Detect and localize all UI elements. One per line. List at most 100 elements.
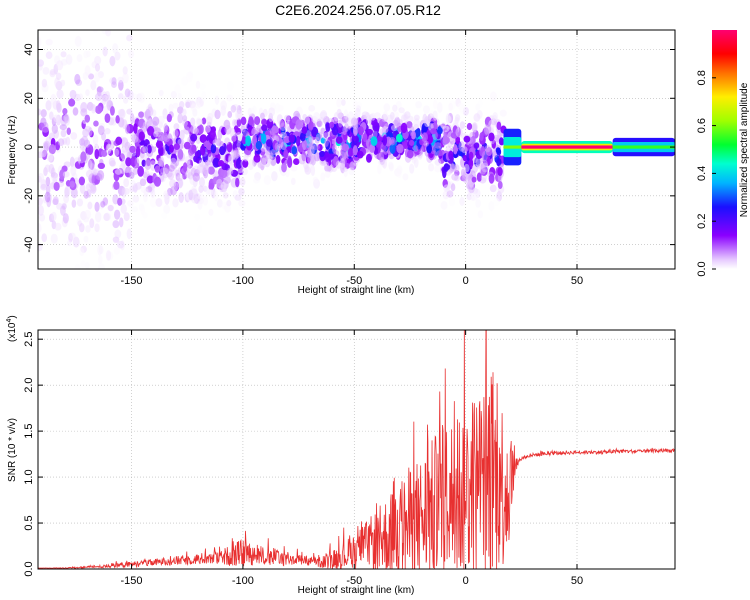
- snr-panel: -150 -100 -50 0 50 0.0 0.5 1.0 1.5 2.0 2.5 Height…: [6, 315, 676, 596]
- spectral-cell: [167, 172, 175, 180]
- spectral-cell: [194, 213, 200, 221]
- spectral-cell: [155, 140, 164, 149]
- spectral-cell: [84, 114, 91, 123]
- spectral-cell: [248, 116, 254, 126]
- spectral-cell: [44, 288, 51, 296]
- svg-text:(x104): (x104): [6, 315, 18, 342]
- spectral-cell: [450, 183, 456, 192]
- spectral-cell: [147, 106, 154, 117]
- spectral-cell: [489, 91, 497, 102]
- spectral-cell: [103, 213, 110, 222]
- y-tick-label: 20: [23, 92, 35, 104]
- spectral-cell: [163, 134, 170, 143]
- spectral-cell: [204, 126, 211, 133]
- spectral-cell: [214, 95, 220, 105]
- spectral-cell: [191, 144, 197, 154]
- spectral-cell: [121, 144, 128, 153]
- spectral-cell: [309, 145, 315, 156]
- spectral-cell: [64, 187, 69, 198]
- spectral-cell: [253, 177, 260, 184]
- spectral-cell: [59, 169, 66, 181]
- spectral-cell: [112, 220, 120, 229]
- spectral-cell: [65, 54, 73, 65]
- y-tick-label: 1.5: [23, 423, 35, 438]
- x-tick-label: 0: [463, 575, 469, 587]
- spectral-cell: [88, 127, 93, 137]
- y-tick-label: 40: [23, 43, 35, 55]
- spectral-cell: [227, 167, 234, 175]
- spectral-cell: [83, 216, 90, 223]
- x-tick-label: 0: [463, 275, 469, 287]
- spectral-cell: [444, 163, 451, 171]
- spectral-cell: [112, 43, 119, 54]
- spectral-cell: [194, 151, 200, 158]
- spectral-cell: [121, 289, 127, 296]
- spectral-cell: [45, 100, 52, 111]
- spectral-cell: [220, 105, 226, 116]
- spectral-cell: [117, 109, 125, 117]
- spectral-cell: [255, 140, 263, 150]
- spectral-cell: [142, 211, 148, 219]
- spectral-cell: [50, 93, 57, 105]
- spectral-cell: [181, 108, 187, 116]
- spectral-cell: [279, 132, 287, 139]
- spectral-cell: [65, 136, 71, 146]
- spectral-cell: [413, 114, 420, 121]
- spectral-cell: [352, 146, 358, 156]
- spectral-cell: [449, 163, 457, 172]
- spectral-cell: [121, 119, 128, 130]
- spectral-cell: [495, 147, 501, 154]
- y-tick-label: 0.5: [23, 515, 35, 530]
- spectral-cell: [197, 124, 204, 135]
- spectral-cell: [172, 198, 179, 208]
- spectral-cell: [155, 197, 163, 207]
- x-tick-label: -50: [346, 275, 362, 287]
- spectral-cell: [132, 93, 138, 100]
- spectral-cell: [234, 194, 242, 201]
- spectral-cell: [68, 232, 76, 240]
- spectral-cell: [430, 128, 437, 135]
- spectral-cell: [245, 135, 252, 147]
- spectral-cell: [117, 197, 123, 206]
- spectral-cell: [361, 111, 369, 118]
- spectral-cell: [40, 109, 47, 118]
- spectral-cell: [377, 164, 382, 175]
- spectral-cell: [212, 139, 218, 146]
- spectral-cell: [158, 156, 165, 168]
- spectral-cell: [79, 247, 85, 257]
- spectral-cell: [295, 119, 303, 130]
- y-tick-label: 2.5: [23, 332, 35, 347]
- spectral-cell: [231, 119, 237, 127]
- spectral-cell: [149, 197, 157, 208]
- spectral-cell: [90, 80, 97, 91]
- spectral-cell: [437, 102, 443, 113]
- x-tick-label: -100: [232, 575, 254, 587]
- spectral-cell: [70, 132, 78, 140]
- spectral-cell: [240, 122, 246, 133]
- spectral-cell: [78, 223, 85, 233]
- spectral-cell: [268, 112, 274, 123]
- spectral-cell: [101, 9, 106, 18]
- spectral-cell: [310, 165, 316, 176]
- spectral-cell: [54, 77, 60, 88]
- spectral-cell: [436, 150, 444, 157]
- spectral-cell: [411, 155, 417, 164]
- spectral-cell: [54, 222, 62, 231]
- spectral-cell: [126, 228, 132, 240]
- spectral-cell: [329, 121, 335, 129]
- spectral-cell: [287, 157, 293, 168]
- spectral-cell: [342, 143, 349, 152]
- spectral-cell: [499, 109, 507, 117]
- spectral-cell: [41, 78, 48, 88]
- spectral-cell: [470, 192, 478, 201]
- spectral-cell: [38, 223, 42, 234]
- y-tick-label: 0.0: [23, 561, 35, 576]
- spectral-cell: [378, 151, 385, 163]
- spectral-cell: [129, 145, 136, 154]
- spectral-cell: [481, 151, 488, 162]
- spectral-cell: [126, 34, 133, 42]
- spectral-cell: [90, 103, 96, 114]
- spectral-cell: [78, 93, 83, 101]
- spectral-cell: [128, 171, 135, 180]
- spectral-cell: [97, 272, 104, 283]
